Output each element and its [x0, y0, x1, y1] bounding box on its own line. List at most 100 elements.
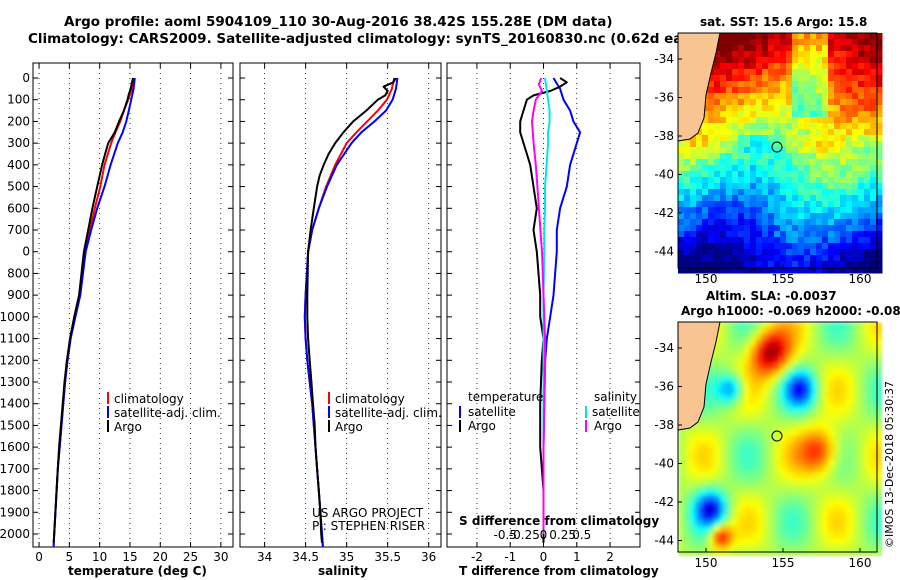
map-cell	[678, 532, 685, 539]
map-cell	[684, 177, 691, 184]
map-cell	[852, 165, 859, 172]
map-cell	[840, 267, 847, 274]
map-cell	[726, 45, 733, 52]
map-cell	[798, 460, 805, 467]
map-cell	[738, 514, 745, 521]
map-cell	[852, 39, 859, 46]
map-cell	[696, 183, 703, 190]
map-cell	[840, 195, 847, 202]
map-cell	[774, 490, 781, 497]
map-cell	[864, 207, 871, 214]
map-cell	[780, 400, 787, 407]
map-cell	[756, 243, 763, 250]
map-cell	[756, 430, 763, 437]
map-cell	[762, 183, 769, 190]
map-cell	[870, 388, 877, 395]
map-cell	[834, 81, 841, 88]
map-cell	[798, 484, 805, 491]
map-cell	[840, 382, 847, 389]
legend-label-satellite: satellite-adj. clim.	[114, 406, 221, 420]
map-cell	[768, 165, 775, 172]
map-cell	[780, 177, 787, 184]
map-cell	[828, 39, 835, 46]
map-cell	[702, 225, 709, 232]
map-cell	[828, 352, 835, 359]
map-cell	[708, 400, 715, 407]
map-cell	[792, 382, 799, 389]
map-cell	[780, 225, 787, 232]
map-cell	[864, 370, 871, 377]
map-cell	[720, 243, 727, 250]
map-cell	[786, 249, 793, 256]
map-y-tick-label: -36	[654, 91, 674, 105]
map-cell	[780, 454, 787, 461]
map-cell	[822, 532, 829, 539]
map-cell	[840, 334, 847, 341]
map-cell	[792, 255, 799, 262]
map-cell	[870, 213, 877, 220]
map-cell	[684, 171, 691, 178]
map-cell	[678, 514, 685, 521]
map-cell	[684, 153, 691, 160]
map-cell	[828, 159, 835, 166]
map-cell	[858, 376, 865, 383]
map-cell	[696, 225, 703, 232]
map-cell	[762, 472, 769, 479]
map-cell	[804, 334, 811, 341]
map-cell	[786, 33, 793, 40]
map-cell	[726, 358, 733, 365]
map-cell	[870, 267, 877, 274]
map-cell	[696, 532, 703, 539]
temperature-panel: 0 5 10 15 20 25 30	[32, 62, 234, 564]
map-cell	[774, 177, 781, 184]
map-cell	[744, 550, 751, 557]
map-cell	[684, 207, 691, 214]
map-cell	[840, 364, 847, 371]
map-cell	[822, 394, 829, 401]
map-cell	[696, 201, 703, 208]
map-cell	[714, 201, 721, 208]
map-cell	[708, 376, 715, 383]
map-cell	[714, 370, 721, 377]
map-cell	[780, 388, 787, 395]
map-cell	[876, 448, 883, 455]
map-cell	[822, 406, 829, 413]
map-cell	[684, 484, 691, 491]
map-cell	[720, 370, 727, 377]
map-cell	[678, 159, 685, 166]
map-cell	[732, 213, 739, 220]
map-cell	[732, 135, 739, 142]
x-tick-label: -2	[471, 550, 483, 564]
map-cell	[756, 213, 763, 220]
map-cell	[678, 219, 685, 226]
map-cell	[684, 249, 691, 256]
land-mass	[677, 32, 721, 142]
map-cell	[834, 171, 841, 178]
map-cell	[864, 219, 871, 226]
map-cell	[864, 376, 871, 383]
map-cell	[744, 129, 751, 136]
map-cell	[756, 249, 763, 256]
map-cell	[786, 388, 793, 395]
map-cell	[792, 213, 799, 220]
map-cell	[750, 39, 757, 46]
map-cell	[732, 219, 739, 226]
map-cell	[708, 406, 715, 413]
map-cell	[756, 544, 763, 551]
map-cell	[864, 436, 871, 443]
map-cell	[786, 177, 793, 184]
map-cell	[768, 207, 775, 214]
map-cell	[708, 219, 715, 226]
map-cell	[840, 237, 847, 244]
map-cell	[810, 105, 817, 112]
map-cell	[780, 33, 787, 40]
map-cell	[822, 364, 829, 371]
map-cell	[804, 436, 811, 443]
map-cell	[828, 346, 835, 353]
map-cell	[762, 544, 769, 551]
map-cell	[816, 165, 823, 172]
map-cell	[816, 51, 823, 58]
map-cell	[834, 147, 841, 154]
map-cell	[828, 81, 835, 88]
map-cell	[870, 147, 877, 154]
